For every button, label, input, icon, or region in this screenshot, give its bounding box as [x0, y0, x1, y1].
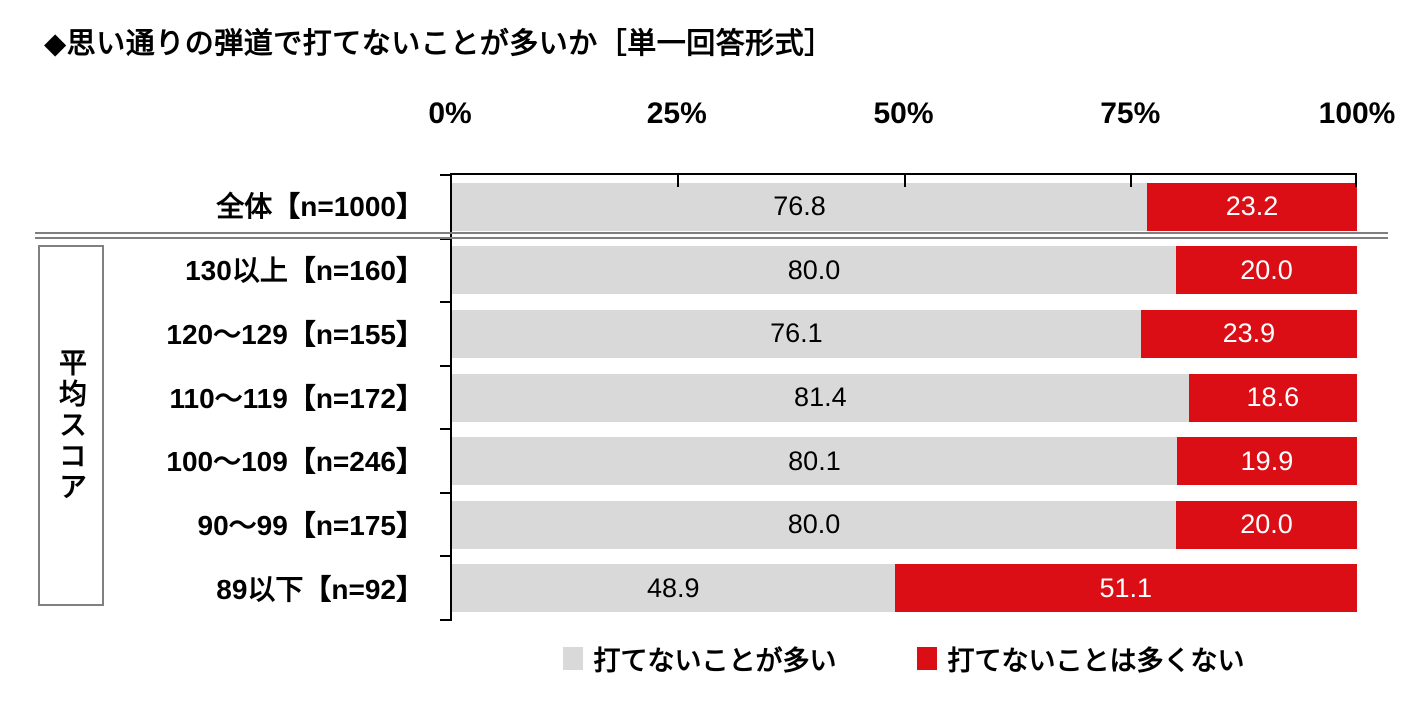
legend-label: 打てないことが多い [593, 645, 837, 676]
stacked-bar: 76.1 23.9 [452, 309, 1357, 358]
legend-item: 打てないことは多くない [916, 639, 1245, 678]
x-axis-tick-mark [903, 175, 906, 187]
category-label: 120〜129【n=155】 [166, 318, 424, 350]
chart-title: ◆思い通りの弾道で打てないことが多いか［単一回答形式］ [44, 28, 834, 60]
category-group-box: 平均スコア [38, 245, 104, 606]
bar-value-label: 76.8 [773, 191, 826, 222]
bar-value-label: 80.0 [787, 509, 841, 540]
stacked-bar: 81.4 18.6 [452, 373, 1357, 422]
bar-value-label: 81.4 [794, 382, 847, 413]
legend-swatch-gray-icon [562, 646, 583, 670]
category-labels: 全体【n=1000】 130以上【n=160】 120〜129【n=155】 110〜… [0, 173, 437, 620]
category-label: 110〜119【n=172】 [169, 382, 424, 414]
bar-segment-not-often: 18.6 [1188, 373, 1357, 422]
x-axis-tick-mark [1355, 175, 1357, 187]
bar-segment-often: 76.1 [452, 309, 1141, 358]
x-axis-tick-label: 0% [428, 97, 472, 130]
bar-segment-not-often: 20.0 [1176, 246, 1357, 295]
bar-row: 76.1 23.9 [452, 302, 1357, 366]
x-axis-tick-label: 75% [1100, 97, 1161, 130]
plot-area: 76.8 23.2 80.0 20.0 76.1 23.9 81.4 18.6 80.1 19.9… [440, 173, 1357, 621]
bar-segment-not-often: 23.9 [1140, 309, 1357, 358]
bar-row: 80.0 20.0 [452, 239, 1357, 303]
category-group-label: 平均スコア [56, 348, 87, 503]
bar-value-label: 20.0 [1240, 254, 1293, 285]
y-axis-tick-mark [440, 301, 452, 304]
bar-value-label: 23.9 [1222, 318, 1276, 349]
legend: 打てないことが多い 打てないことは多くない [450, 638, 1357, 678]
stacked-bar: 76.8 23.2 [452, 182, 1357, 231]
bar-segment-not-often: 20.0 [1176, 500, 1357, 549]
bar-value-label: 80.1 [788, 445, 841, 476]
bar-value-label: 19.9 [1240, 445, 1294, 476]
category-label: 89以下【n=92】 [216, 574, 424, 606]
bar-row: 80.0 20.0 [452, 493, 1357, 557]
bars-container: 76.8 23.2 80.0 20.0 76.1 23.9 81.4 18.6 80.1 19.9… [452, 175, 1357, 620]
category-label: 100〜109【n=246】 [166, 446, 424, 478]
bar-segment-often: 81.4 [452, 373, 1189, 422]
bar-value-label: 80.0 [787, 254, 841, 285]
bar-value-label: 76.1 [770, 318, 823, 349]
x-axis: 0% 25% 50% 75% 100% [428, 97, 1395, 135]
bar-row: 48.9 51.1 [452, 556, 1357, 620]
bar-value-label: 23.2 [1225, 191, 1279, 222]
bar-row: 81.4 18.6 [452, 366, 1357, 430]
bar-segment-not-often: 51.1 [894, 564, 1357, 613]
x-axis-tick-mark [677, 175, 680, 187]
bar-value-label: 48.9 [646, 572, 700, 603]
bar-segment-often: 80.1 [452, 437, 1177, 486]
stacked-bar: 80.0 20.0 [452, 246, 1357, 295]
bar-row: 80.1 19.9 [452, 429, 1357, 493]
bar-row: 76.8 23.2 [452, 175, 1357, 239]
bar-segment-often: 80.0 [452, 246, 1176, 295]
y-axis-tick-mark [440, 174, 452, 176]
category-label: 130以上【n=160】 [185, 254, 424, 286]
y-axis-tick-mark [440, 619, 452, 621]
legend-item: 打てないことが多い [562, 639, 837, 678]
bar-segment-not-often: 19.9 [1176, 437, 1357, 486]
x-axis-tick-mark [1129, 175, 1132, 187]
bar-segment-often: 80.0 [452, 500, 1176, 549]
bar-segment-often: 48.9 [452, 564, 895, 613]
stacked-bar: 80.0 20.0 [452, 500, 1357, 549]
stacked-bar: 80.1 19.9 [452, 437, 1357, 486]
total-row-separator-line [35, 232, 1388, 239]
x-axis-tick-label: 100% [1318, 97, 1396, 130]
stacked-bar: 48.9 51.1 [452, 564, 1357, 613]
bar-value-label: 18.6 [1246, 382, 1300, 413]
y-axis-tick-mark [440, 491, 452, 494]
x-axis-tick-label: 50% [873, 97, 934, 130]
x-axis-tick-label: 25% [646, 97, 707, 130]
bar-value-label: 51.1 [1099, 572, 1153, 603]
bar-segment-often: 76.8 [452, 182, 1148, 231]
y-axis-tick-mark [440, 428, 452, 431]
legend-label: 打てないことは多くない [947, 645, 1245, 676]
y-axis-tick-mark [440, 555, 452, 558]
category-label: 90〜99【n=175】 [197, 510, 424, 542]
bar-value-label: 20.0 [1240, 509, 1293, 540]
bar-segment-not-often: 23.2 [1147, 182, 1357, 231]
legend-swatch-red-icon [916, 646, 937, 670]
y-axis-tick-mark [440, 364, 452, 367]
category-label: 全体【n=1000】 [216, 190, 424, 222]
